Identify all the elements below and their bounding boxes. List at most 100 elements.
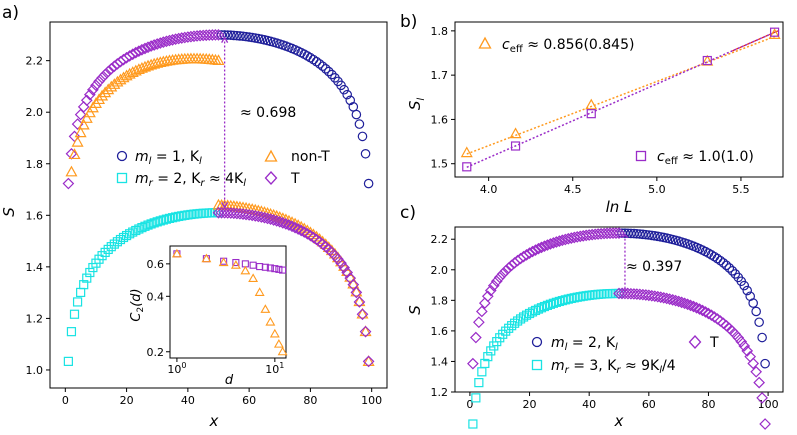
square-point	[171, 212, 181, 222]
panel-a-ytick-label: 1.2	[26, 312, 44, 325]
panel-a-xtick-label: 40	[181, 394, 195, 407]
legend-a-T: T	[290, 171, 300, 187]
diamond-point	[711, 313, 724, 325]
leg-sub: r	[565, 365, 570, 376]
triangle-point	[80, 112, 93, 123]
diamond-point	[209, 29, 222, 41]
square-point	[85, 267, 95, 278]
circle-point	[739, 280, 750, 291]
leg-post: = 2, K	[153, 171, 201, 187]
leg-m: m	[551, 335, 565, 351]
triangle-point	[304, 226, 317, 238]
square-point	[510, 141, 521, 151]
diamond-point	[99, 68, 111, 81]
legend-b-T: ceff ≈ 1.0(1.0)	[657, 149, 754, 167]
panel-c-plot: 0 20 40 60 80 100 1.2 1.4 1.6 1.8 2.0 2.2	[431, 227, 779, 430]
square-point	[533, 304, 544, 314]
diamond-point	[708, 311, 721, 323]
diamond-point	[356, 308, 369, 321]
triangle-point	[509, 127, 522, 139]
legend-diamond-marker	[688, 335, 702, 349]
inset-square-point	[261, 263, 269, 271]
panel-b-ytick-label: 1.5	[431, 158, 449, 171]
circle-point	[757, 332, 767, 343]
diamond-point	[756, 392, 768, 404]
diamond-point	[580, 229, 593, 242]
panel-b-ytick-label: 1.7	[431, 69, 449, 82]
square-point	[566, 293, 576, 304]
square-point	[137, 223, 147, 233]
inset-square-point	[271, 265, 279, 273]
panel-a-ytick-label: 2.0	[26, 106, 44, 119]
leg-m: m	[135, 171, 149, 187]
square-point	[530, 305, 541, 316]
leg-sub3: l	[243, 178, 246, 189]
legend-triangle-marker	[264, 149, 278, 162]
triangle-point	[68, 148, 81, 160]
diamond-point	[496, 268, 509, 280]
leg-sub3: l	[659, 365, 662, 376]
diamond-point	[523, 247, 536, 260]
legend-a-nonT: non-T	[291, 149, 330, 165]
panel-b-xtick-label: 5.5	[732, 183, 750, 196]
gap-arrow-head-top	[621, 233, 629, 239]
diamond-point	[197, 29, 210, 42]
diamond-point	[666, 293, 679, 306]
square-point	[542, 300, 553, 310]
square-point	[563, 294, 573, 304]
inset-square-point	[266, 264, 274, 272]
diamond-point	[182, 31, 194, 43]
circle-point	[351, 109, 362, 120]
panel-a-legend: ml = 1, Kl mr = 2, Kr ≈ 4Kl non-T T	[116, 149, 330, 189]
leg-end: /4	[662, 358, 676, 374]
diamond-point	[160, 35, 173, 48]
panel-b-frame	[454, 21, 784, 178]
panel-c-ytick-label: 1.6	[431, 325, 449, 338]
square-point	[134, 224, 144, 234]
circle-point	[238, 31, 248, 42]
square-point	[100, 247, 110, 258]
circle-point	[635, 229, 645, 239]
diamond-point	[298, 226, 311, 238]
inset-square-point	[232, 258, 240, 267]
diamond-point	[280, 218, 292, 230]
diamond-point	[574, 230, 587, 243]
circle-point	[363, 178, 374, 189]
inset-xtick-label: 100	[167, 361, 186, 376]
diamond-point	[102, 65, 115, 78]
diamond-point	[359, 325, 372, 338]
square-point	[69, 309, 80, 319]
circle-point	[225, 30, 236, 41]
square-point	[521, 310, 532, 320]
diamond-point	[526, 245, 539, 258]
square-point	[560, 295, 570, 305]
diamond-point	[157, 36, 170, 49]
panel-c-label: c)	[400, 203, 416, 223]
square-point	[608, 288, 618, 299]
square-point	[702, 55, 712, 66]
triangle-point	[96, 89, 109, 101]
diamond-point	[735, 335, 748, 348]
circle-point	[760, 358, 770, 369]
square-point	[539, 301, 550, 312]
diamond-point	[154, 37, 167, 49]
diamond-point	[493, 271, 506, 284]
circle-point	[751, 306, 761, 317]
leg-c: c	[502, 37, 510, 53]
panel-c-ytick-label: 1.2	[431, 386, 449, 399]
panel-b-xtick-label: 4.5	[564, 183, 582, 196]
diamond-point	[595, 227, 607, 240]
square-point	[164, 213, 175, 224]
diamond-point	[136, 43, 148, 56]
gap-arrow-head-top	[221, 36, 229, 43]
square-point	[161, 214, 172, 224]
diamond-point	[68, 130, 81, 143]
square-point	[471, 393, 481, 403]
diamond-point	[705, 309, 718, 322]
inset-triangle-point	[269, 328, 280, 338]
diamond-point	[172, 32, 185, 45]
diamond-point	[538, 240, 551, 253]
square-point	[477, 367, 487, 377]
leg-sub2: l	[199, 156, 202, 167]
diamond-point	[163, 34, 176, 47]
